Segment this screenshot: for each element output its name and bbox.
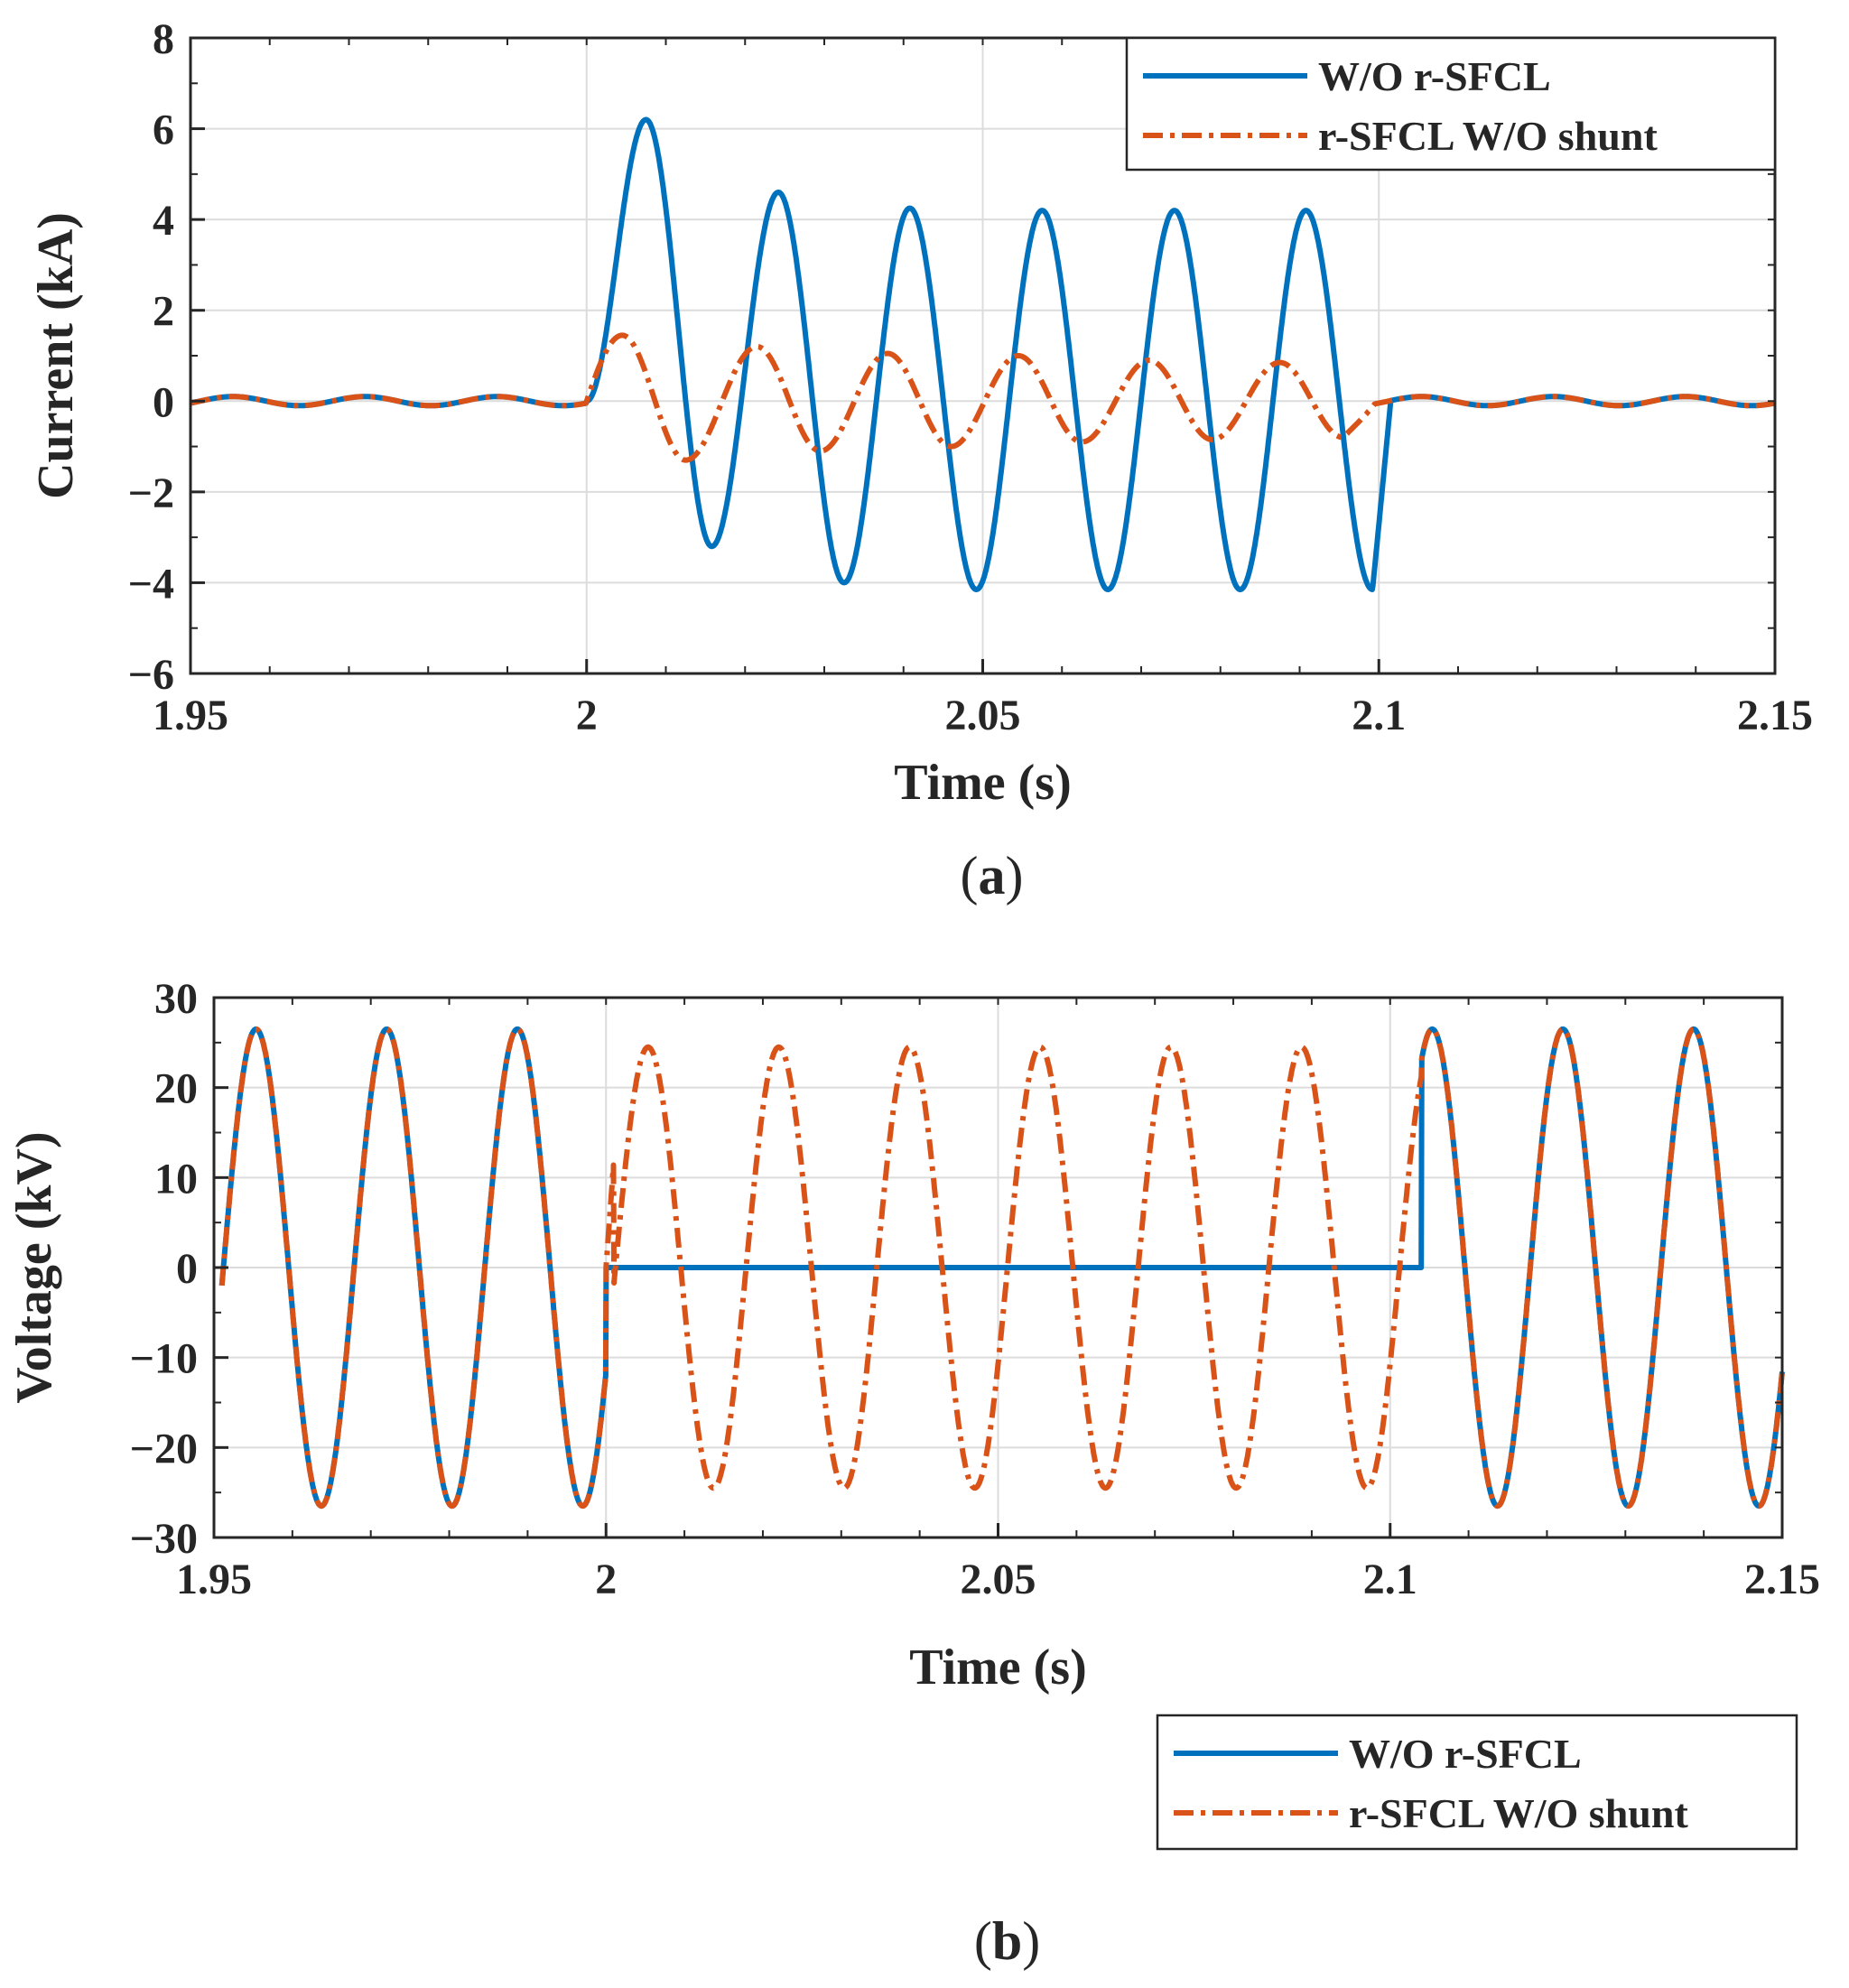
chart-b-x-ticks: 1.95 2 2.05 2.1 2.15 (176, 998, 1820, 1603)
y-tick-label: −20 (130, 1425, 198, 1472)
chart-a-y-ticks: −6 −4 −2 0 2 4 6 8 (128, 15, 1775, 699)
x-tick-label: 2 (576, 692, 598, 739)
y-tick-label: −4 (128, 560, 174, 608)
chart-b-legend-box (1156, 1714, 1798, 1851)
x-tick-label: 2.15 (1737, 692, 1813, 739)
y-tick-label: 4 (153, 197, 174, 245)
chart-b-legend-label-r-sfcl-w-o-shunt: r-SFCL W/O shunt (1349, 1790, 1688, 1836)
y-tick-label: −6 (128, 651, 174, 699)
chart-a-series-r-sfcl-w-o-shunt (188, 332, 1778, 463)
x-tick-label: 2.15 (1744, 1556, 1820, 1603)
series-line-w-o-r-sfcl (188, 116, 1778, 592)
chart-a-legend-box (1125, 36, 1777, 172)
y-tick-label: −2 (128, 469, 174, 517)
chart-a-series-w-o-r-sfcl (188, 116, 1778, 592)
chart-b-legend: W/O r-SFCL r-SFCL W/O shunt (1156, 1714, 1798, 1851)
y-tick-label: −30 (130, 1515, 198, 1563)
y-tick-label: 6 (153, 107, 174, 154)
chart-a-legend-label-r-sfcl-w-o-shunt: r-SFCL W/O shunt (1318, 113, 1658, 159)
chart-b-y-axis-label: Voltage (kV) (6, 1131, 62, 1403)
y-tick-label: 8 (153, 15, 174, 63)
chart-a-caption: (a) (961, 846, 1024, 906)
x-tick-label: 2.1 (1363, 1556, 1417, 1603)
chart-b-caption-letter: b (992, 1911, 1022, 1971)
y-tick-label: 0 (176, 1245, 198, 1293)
series-line-r-sfcl-w-o-shunt (218, 1026, 1785, 1510)
chart-a-legend-label-w-o-r-sfcl: W/O r-SFCL (1318, 53, 1551, 99)
chart-b-x-axis-label: Time (s) (909, 1640, 1087, 1695)
y-tick-label: −10 (130, 1335, 198, 1383)
chart-a-x-ticks: 1.95 2 2.05 2.1 2.15 (153, 38, 1813, 739)
chart-a-caption-letter: a (979, 846, 1006, 906)
y-tick-label: 2 (153, 288, 174, 336)
chart-a-legend: W/O r-SFCL r-SFCL W/O shunt (1125, 36, 1777, 172)
x-tick-label: 1.95 (153, 692, 228, 739)
y-tick-label: 10 (154, 1155, 198, 1203)
chart-b: 1.95 2 2.05 2.1 2.15 −30 −20 −10 0 10 20 30 Time (… (6, 975, 1820, 1971)
y-tick-label: 20 (154, 1065, 198, 1113)
chart-b-legend-label-w-o-r-sfcl: W/O r-SFCL (1349, 1731, 1582, 1777)
x-tick-label: 2 (595, 1556, 617, 1603)
chart-b-caption: (b) (974, 1911, 1040, 1971)
y-tick-label: 30 (154, 975, 198, 1023)
chart-b-y-ticks: −30 −20 −10 0 10 20 30 (130, 975, 1782, 1563)
chart-a-x-axis-label: Time (s) (894, 755, 1072, 811)
chart-b-series-w-o-r-sfcl (218, 1026, 1785, 1510)
x-tick-label: 2.05 (961, 1556, 1036, 1603)
x-tick-label: 2.1 (1352, 692, 1406, 739)
series-line-w-o-r-sfcl (218, 1026, 1785, 1510)
chart-a-y-axis-label: Current (kA) (28, 212, 84, 499)
x-tick-label: 2.05 (945, 692, 1021, 739)
x-tick-label: 1.95 (176, 1556, 252, 1603)
chart-b-series-r-sfcl-w-o-shunt (218, 1026, 1785, 1510)
y-tick-label: 0 (153, 378, 174, 426)
series-line-r-sfcl-w-o-shunt (188, 332, 1778, 463)
chart-a: 1.95 2 2.05 2.1 2.15 −6 −4 −2 0 2 4 6 8 Time (s) Cu… (28, 15, 1813, 906)
